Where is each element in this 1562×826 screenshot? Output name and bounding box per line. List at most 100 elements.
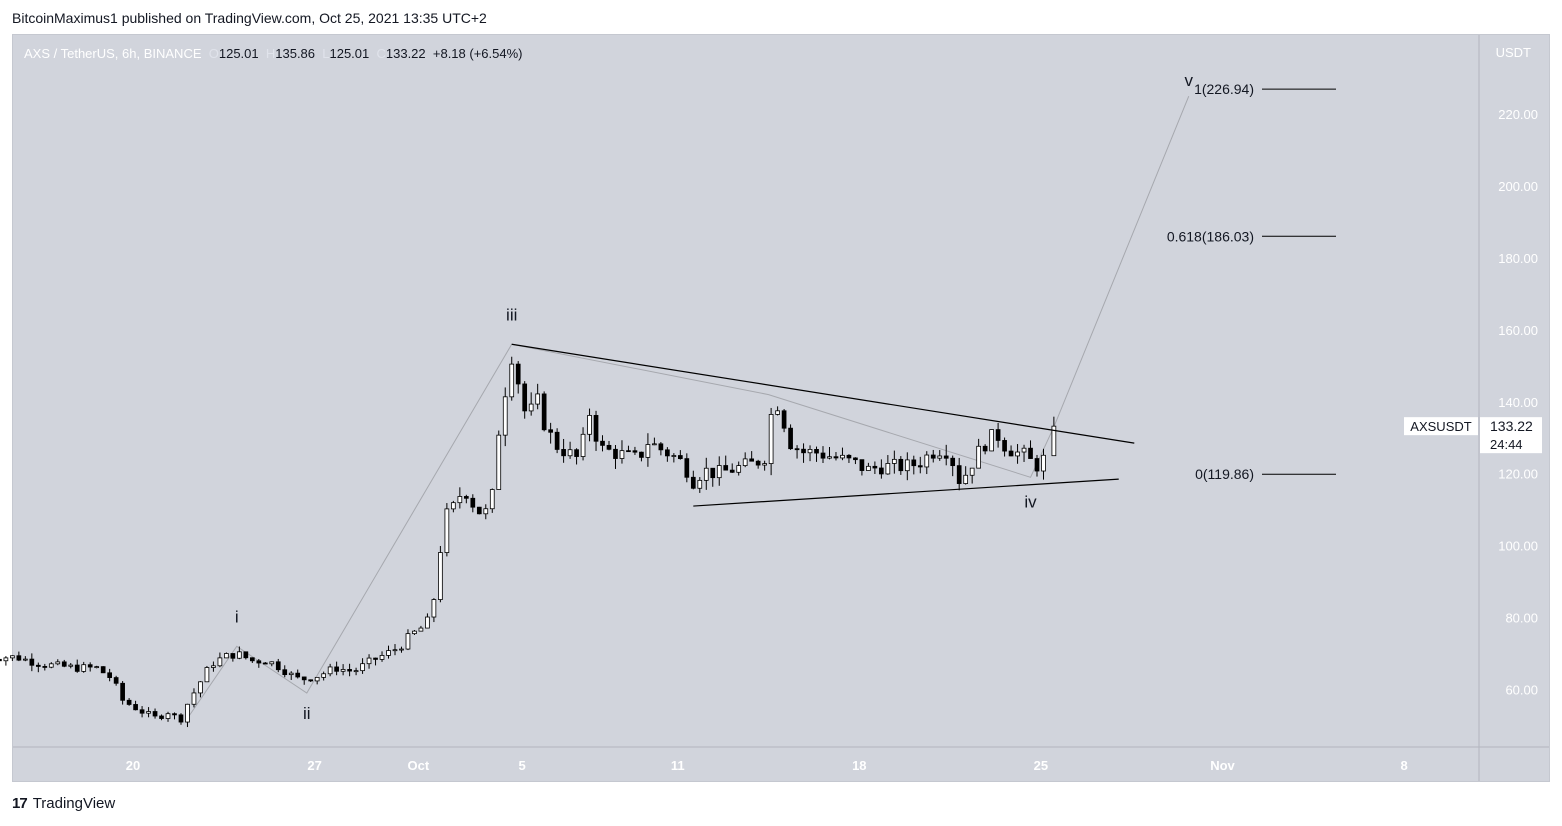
time-tick-label: 8 <box>1400 758 1407 773</box>
candle-up <box>742 458 748 466</box>
candle-up <box>619 450 625 459</box>
wave-label-iii: iii <box>506 305 517 324</box>
candle-up <box>451 502 456 510</box>
price-tick-label: 100.00 <box>1498 539 1538 554</box>
candle-down <box>710 467 716 479</box>
price-tick-label: 140.00 <box>1498 395 1538 410</box>
candle-down <box>159 715 164 719</box>
brand-name: TradingView <box>32 795 116 812</box>
candle-down <box>665 449 670 457</box>
low-label: L <box>322 46 330 61</box>
candle-down <box>295 672 301 678</box>
price-tick-label: 120.00 <box>1498 467 1538 482</box>
time-tick-label: Oct <box>408 758 430 773</box>
candle-down <box>833 456 839 459</box>
candle-down <box>347 669 352 672</box>
candle-up <box>775 410 780 415</box>
low-value: 125.01 <box>329 46 370 61</box>
candle-up <box>146 711 151 714</box>
fib-level-label: 0(119.86) <box>1195 466 1254 482</box>
candle-up <box>288 672 294 676</box>
candle-up <box>716 465 722 479</box>
candle-down <box>541 393 547 431</box>
candle-down <box>898 458 904 472</box>
candle-up <box>768 414 774 464</box>
candle-up <box>438 552 443 600</box>
candle-down <box>107 672 112 678</box>
candle-up <box>969 467 975 476</box>
candle-up <box>1041 454 1046 472</box>
candle-up <box>418 627 424 632</box>
candle-down <box>781 410 787 429</box>
price-tick-label: 200.00 <box>1498 179 1538 194</box>
symbol-title: AXS / TetherUS, 6h, BINANCE <box>24 46 202 61</box>
candle-up <box>891 458 897 464</box>
candle-up <box>697 479 703 489</box>
candle-up <box>963 474 969 484</box>
candle-up <box>976 445 981 469</box>
candle-down <box>522 383 528 412</box>
open-label: O <box>208 46 219 61</box>
triangle-lower-trendline[interactable] <box>693 478 1119 507</box>
candle-up <box>198 681 203 694</box>
candle-down <box>723 465 729 471</box>
candle-down <box>632 450 638 453</box>
candle-up <box>94 666 100 669</box>
candle-up <box>48 663 54 668</box>
candle-up <box>204 667 210 683</box>
triangle-upper-trendline[interactable] <box>511 343 1135 444</box>
candle-down <box>626 450 631 453</box>
candle-up <box>191 692 197 705</box>
candle-down <box>801 448 806 454</box>
candle-down <box>74 664 80 672</box>
candle-up <box>237 651 242 659</box>
candle-down <box>729 469 735 473</box>
price-tick-label: 160.00 <box>1498 323 1538 338</box>
candle-up <box>211 665 216 668</box>
candle-down <box>61 661 67 667</box>
candle-up <box>431 599 437 618</box>
candle-down <box>1028 447 1033 459</box>
candle-down <box>658 443 664 451</box>
candle-down <box>178 714 184 723</box>
candle-up <box>587 415 592 435</box>
candle-down <box>113 677 119 684</box>
candle-up <box>671 455 677 457</box>
candle-up <box>425 616 430 629</box>
candle-down <box>1034 458 1040 472</box>
candle-down <box>334 666 339 672</box>
candle-up <box>444 508 450 553</box>
candle-up <box>1015 451 1020 457</box>
candle-down <box>690 476 696 489</box>
candle-up <box>528 403 534 412</box>
candle-up <box>68 664 74 667</box>
time-tick-label: Nov <box>1210 758 1235 773</box>
candle-down <box>256 660 262 664</box>
close-value: 133.22 <box>385 46 426 61</box>
candle-down <box>16 655 22 661</box>
candle-down <box>794 448 800 451</box>
candle-up <box>496 434 502 490</box>
candle-up <box>866 465 871 471</box>
symbol-tag: AXSUSDT <box>1410 419 1471 434</box>
candle-up <box>652 443 657 446</box>
candle-down <box>600 440 605 446</box>
time-tick-label: 5 <box>518 758 525 773</box>
candle-down <box>275 661 281 671</box>
close-label: C <box>376 46 386 61</box>
candle-up <box>567 449 573 457</box>
chart-frame[interactable] <box>12 34 1550 782</box>
footer-brand[interactable]: 17 TradingView <box>12 795 115 812</box>
candle-up <box>412 630 417 635</box>
candle-down <box>87 664 93 668</box>
candle-up <box>535 393 541 405</box>
candle-down <box>243 651 249 659</box>
price-tick-label: 220.00 <box>1498 107 1538 122</box>
candle-down <box>548 429 553 433</box>
candle-down <box>956 465 962 484</box>
wave-label-v: v <box>1185 71 1194 90</box>
candle-down <box>463 496 469 499</box>
time-tick-label: 18 <box>852 758 866 773</box>
candle-down <box>120 682 125 701</box>
